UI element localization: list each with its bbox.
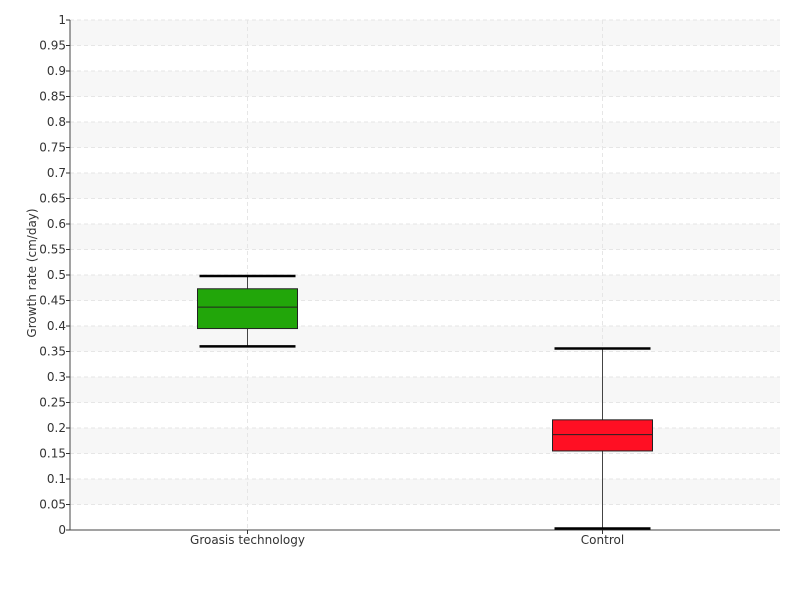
x-tick-label: Groasis technology	[190, 533, 305, 547]
grid-band	[70, 377, 780, 403]
grid-band	[70, 71, 780, 97]
grid-band	[70, 428, 780, 454]
grid-lines	[70, 19, 780, 530]
box-series	[197, 274, 653, 530]
x-tick-label: Control	[581, 533, 624, 547]
box-iqr	[552, 419, 653, 452]
y-tick-label: 0.95	[39, 39, 66, 53]
y-tick-label: 0.65	[39, 192, 66, 206]
grid-band	[70, 275, 780, 301]
y-tick-label: 0.5	[47, 268, 66, 282]
box-control	[552, 347, 653, 530]
y-tick-label: 0.05	[39, 498, 66, 512]
grid-band	[70, 224, 780, 250]
y-tick-label: 0.25	[39, 396, 66, 410]
y-tick-label: 0	[58, 523, 66, 537]
grid-band	[70, 479, 780, 505]
grid-band	[70, 326, 780, 352]
y-tick-label: 0.3	[47, 370, 66, 384]
grid-band	[70, 122, 780, 148]
y-tick-label: 0.9	[47, 64, 66, 78]
y-tick-label: 0.4	[47, 319, 66, 333]
y-axis-title: Growth rate (cm/day)	[25, 208, 39, 337]
y-tick-label: 0.2	[47, 421, 66, 435]
background-bands	[70, 20, 780, 505]
y-tick-label: 1	[58, 13, 66, 27]
y-tick-label: 0.8	[47, 115, 66, 129]
y-tick-label: 0.7	[47, 166, 66, 180]
y-tick-label: 0.85	[39, 90, 66, 104]
grid-band	[70, 173, 780, 199]
y-tick-label: 0.35	[39, 345, 66, 359]
y-tick-label: 0.6	[47, 217, 66, 231]
y-tick-label: 0.45	[39, 294, 66, 308]
y-axis-ticks: 0 0.05 0.1 0.15 0.2 0.25 0.3 0.35 0.4 0.45 0.5 0.55…	[39, 13, 70, 537]
box-iqr	[197, 288, 298, 330]
x-axis-ticks: Groasis technology Control	[190, 530, 624, 547]
y-tick-label: 0.75	[39, 141, 66, 155]
y-tick-label: 0.55	[39, 243, 66, 257]
y-tick-label: 0.1	[47, 472, 66, 486]
grid-band	[70, 20, 780, 46]
y-tick-label: 0.15	[39, 447, 66, 461]
box-groasis-technology	[197, 274, 298, 348]
